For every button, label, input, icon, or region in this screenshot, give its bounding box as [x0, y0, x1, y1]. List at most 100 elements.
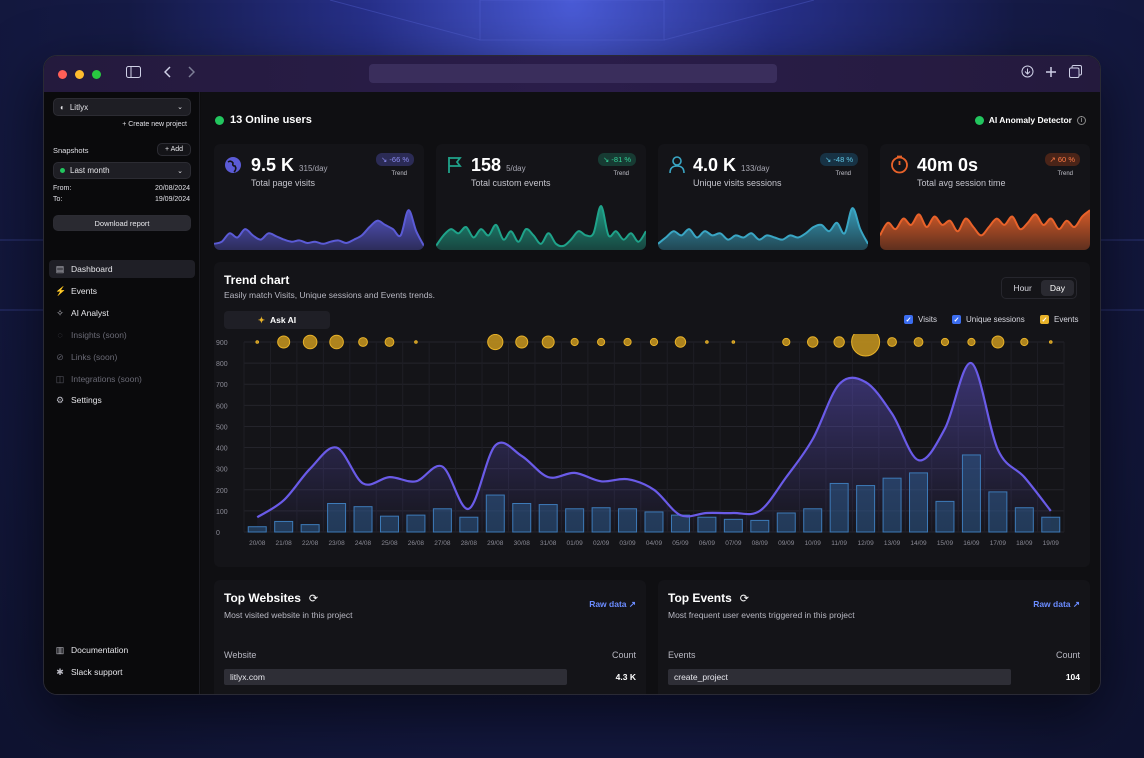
forward-icon[interactable] — [187, 65, 196, 81]
checkbox-unique-sessions[interactable]: ✓ — [952, 315, 961, 324]
create-project-link[interactable]: + Create new project — [122, 121, 187, 128]
stat-card-page-visits: 9.5 K 315/day Total page visits ↘ -66 % … — [214, 144, 424, 250]
address-bar[interactable] — [369, 64, 777, 83]
sparkline-area — [880, 210, 1090, 250]
stat-label: Total page visits — [251, 178, 316, 188]
event-bubble — [851, 334, 881, 357]
project-name: Litlyx — [69, 102, 89, 112]
column-header-events: Events — [668, 650, 696, 660]
trend-value: 60 % — [1057, 155, 1075, 164]
x-tick-label: 05/09 — [672, 540, 689, 547]
trend-value: -48 % — [833, 155, 853, 164]
refresh-icon[interactable]: ⟳ — [739, 592, 750, 605]
titlebar — [44, 56, 1100, 92]
project-selector[interactable]: ◐ Litlyx ⌄ — [53, 98, 191, 116]
doc-icon: ▥ — [55, 644, 65, 655]
nav-label: AI Analyst — [71, 308, 109, 318]
sparkline-area — [658, 208, 868, 250]
x-tick-label: 23/08 — [328, 540, 345, 547]
nav-insights[interactable]: ◌ Insights (soon) — [49, 326, 195, 344]
stat-per-day: 5/day — [506, 164, 526, 173]
online-label: 13 Online users — [230, 114, 312, 126]
top-events-title: Top Events — [668, 591, 732, 605]
unique-sessions-bar — [750, 519, 770, 533]
event-bubble — [570, 337, 579, 347]
visits-area — [257, 362, 1051, 532]
raw-data-link[interactable]: Raw data ↗ — [589, 599, 636, 609]
trend-down-icon: ↘ — [381, 155, 388, 164]
y-tick-label: 900 — [216, 340, 228, 347]
stat-per-day: 315/day — [299, 164, 328, 173]
unique-sessions-bar — [618, 508, 638, 533]
top-websites-card: Top Websites ⟳ Most visited website in t… — [214, 580, 646, 694]
unique-sessions-bar — [776, 512, 796, 533]
nav-slack-support[interactable]: ✱ Slack support — [49, 663, 195, 681]
from-date: 20/08/2024 — [154, 185, 190, 192]
nav-events[interactable]: ⚡ Events — [49, 282, 195, 300]
event-bubble — [302, 334, 318, 350]
top-events-subtitle: Most frequent user events triggered in t… — [668, 610, 855, 620]
unique-sessions-bar — [459, 516, 479, 533]
hour-toggle[interactable]: Hour — [1013, 283, 1032, 293]
nav-dashboard[interactable]: ▤ Dashboard — [49, 260, 195, 278]
nav-label: Slack support — [71, 667, 123, 677]
raw-data-link[interactable]: Raw data ↗ — [1033, 599, 1080, 609]
table-row[interactable]: create_project — [668, 669, 1011, 685]
download-report-button[interactable]: Download report — [53, 215, 191, 231]
table-row[interactable]: litlyx.com — [224, 669, 567, 685]
y-tick-label: 300 — [216, 467, 228, 474]
snapshot-selector[interactable]: Last month ⌄ — [53, 162, 191, 179]
minimize-window-button[interactable] — [75, 69, 84, 79]
ask-ai-button[interactable]: ✦ Ask AI — [224, 311, 330, 329]
event-bubble — [255, 340, 260, 344]
download-icon[interactable] — [1021, 65, 1034, 81]
sparkline-session-time — [880, 209, 1090, 250]
refresh-icon[interactable]: ⟳ — [308, 592, 319, 605]
x-tick-label: 31/08 — [540, 540, 557, 547]
unique-sessions-bar — [485, 494, 505, 533]
x-tick-label: 20/08 — [249, 540, 266, 547]
nav-label: Links (soon) — [71, 352, 118, 362]
event-bubble — [384, 337, 395, 347]
anomaly-detector[interactable]: AI Anomaly Detector i — [974, 115, 1086, 125]
nav-integrations[interactable]: ◫ Integrations (soon) — [49, 370, 195, 388]
new-tab-icon[interactable] — [1045, 65, 1057, 81]
trend-down-icon: ↘ — [825, 155, 832, 164]
event-bubble — [705, 340, 709, 344]
events-icon: ⚡ — [55, 285, 67, 296]
y-tick-label: 0 — [216, 530, 220, 537]
trend-badge: ↘ -66 % — [376, 153, 414, 166]
sparkline-line — [436, 204, 646, 248]
nav-links[interactable]: ⊘ Links (soon) — [49, 348, 195, 366]
event-bubble — [807, 336, 819, 348]
timer-icon — [890, 155, 909, 179]
checkbox-visits[interactable]: ✓ — [904, 315, 913, 324]
stat-value-text: 9.5 K — [251, 155, 295, 175]
x-tick-label: 15/09 — [937, 540, 954, 547]
legend-events[interactable]: ✓ Events — [1040, 315, 1078, 324]
nav-ai-analyst[interactable]: ✧ AI Analyst — [49, 304, 195, 322]
sidebar-toggle-icon[interactable] — [126, 65, 141, 81]
nav-label: Integrations (soon) — [71, 374, 142, 384]
legend-label: Unique sessions — [966, 315, 1025, 324]
stat-value: 4.0 K 133/day — [693, 155, 770, 176]
legend-unique-sessions[interactable]: ✓ Unique sessions — [952, 315, 1025, 324]
tabs-overview-icon[interactable] — [1069, 65, 1082, 81]
event-bubble — [731, 340, 736, 344]
unique-sessions-bar — [406, 514, 426, 533]
legend-visits[interactable]: ✓ Visits — [904, 315, 937, 324]
event-bubble — [782, 337, 791, 347]
maximize-window-button[interactable] — [92, 69, 101, 79]
close-window-button[interactable] — [58, 69, 67, 79]
day-toggle[interactable]: Day — [1040, 280, 1074, 296]
nav-documentation[interactable]: ▥ Documentation — [49, 641, 195, 659]
browser-window: ◐ Litlyx ⌄ + Create new project Snapshot… — [43, 55, 1101, 695]
stat-value-text: 40m 0s — [917, 155, 979, 175]
add-snapshot-button[interactable]: + Add — [157, 143, 191, 156]
info-icon[interactable]: i — [1077, 115, 1086, 125]
back-icon[interactable] — [163, 65, 172, 81]
checkbox-events[interactable]: ✓ — [1040, 315, 1049, 324]
snapshots-label: Snapshots — [53, 146, 89, 155]
unique-sessions-bar — [353, 506, 373, 533]
nav-settings[interactable]: ⚙ Settings — [49, 391, 195, 409]
